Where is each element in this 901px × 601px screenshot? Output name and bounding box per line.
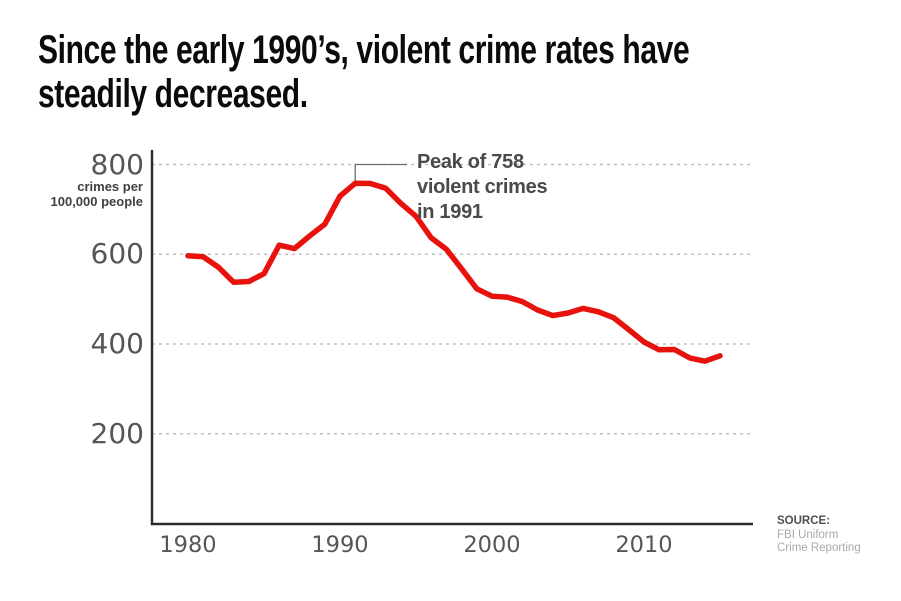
x-tick-label-1980: 1980	[159, 532, 217, 558]
annotation-callout-line	[354, 163, 407, 183]
x-tick-label-1990: 1990	[311, 532, 369, 558]
y-tick-label-200: 200	[90, 416, 144, 450]
crime-rate-line	[185, 180, 723, 364]
y-tick-label-800: 800	[90, 147, 144, 181]
y-tick-label-600: 600	[90, 237, 144, 271]
source-note: SOURCE: FBI Uniform Crime Reporting	[777, 515, 861, 556]
y-axis-unit-label: crimes per 100,000 people	[50, 179, 144, 209]
chart-title: Since the early 1990’s, violent crime ra…	[38, 28, 690, 116]
x-tick-label-2010: 2010	[615, 532, 673, 558]
x-tick-label-2000: 2000	[463, 532, 521, 558]
y-tick-label-400: 400	[90, 327, 144, 360]
source-text: FBI Uniform Crime Reporting	[777, 528, 861, 555]
source-label: SOURCE:	[777, 515, 831, 527]
peak-annotation: Peak of 758 violent crimes in 1991	[417, 151, 548, 223]
